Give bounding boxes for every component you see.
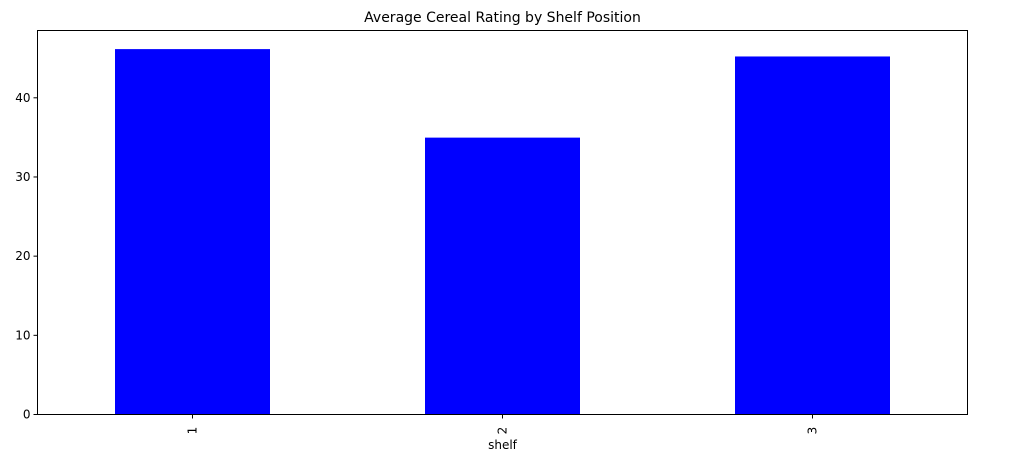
chart-title: Average Cereal Rating by Shelf Position — [364, 10, 641, 26]
y-tick-label: 10 — [15, 328, 30, 342]
y-tick-label: 0 — [23, 408, 31, 422]
x-tick-label: 3 — [806, 427, 820, 435]
x-tick-label: 1 — [186, 427, 200, 435]
x-axis: 1 2 3 — [186, 414, 820, 435]
bar-shelf-3 — [735, 56, 890, 415]
bar-shelf-2 — [425, 137, 580, 415]
bars-group — [115, 49, 890, 415]
x-axis-title: shelf — [488, 438, 518, 452]
bar-shelf-1 — [115, 49, 270, 415]
y-tick-label: 40 — [15, 91, 30, 105]
y-axis: 0 10 20 30 40 — [15, 91, 38, 422]
x-tick-label: 2 — [496, 427, 510, 435]
y-tick-label: 20 — [15, 249, 30, 263]
y-tick-label: 30 — [15, 170, 30, 184]
